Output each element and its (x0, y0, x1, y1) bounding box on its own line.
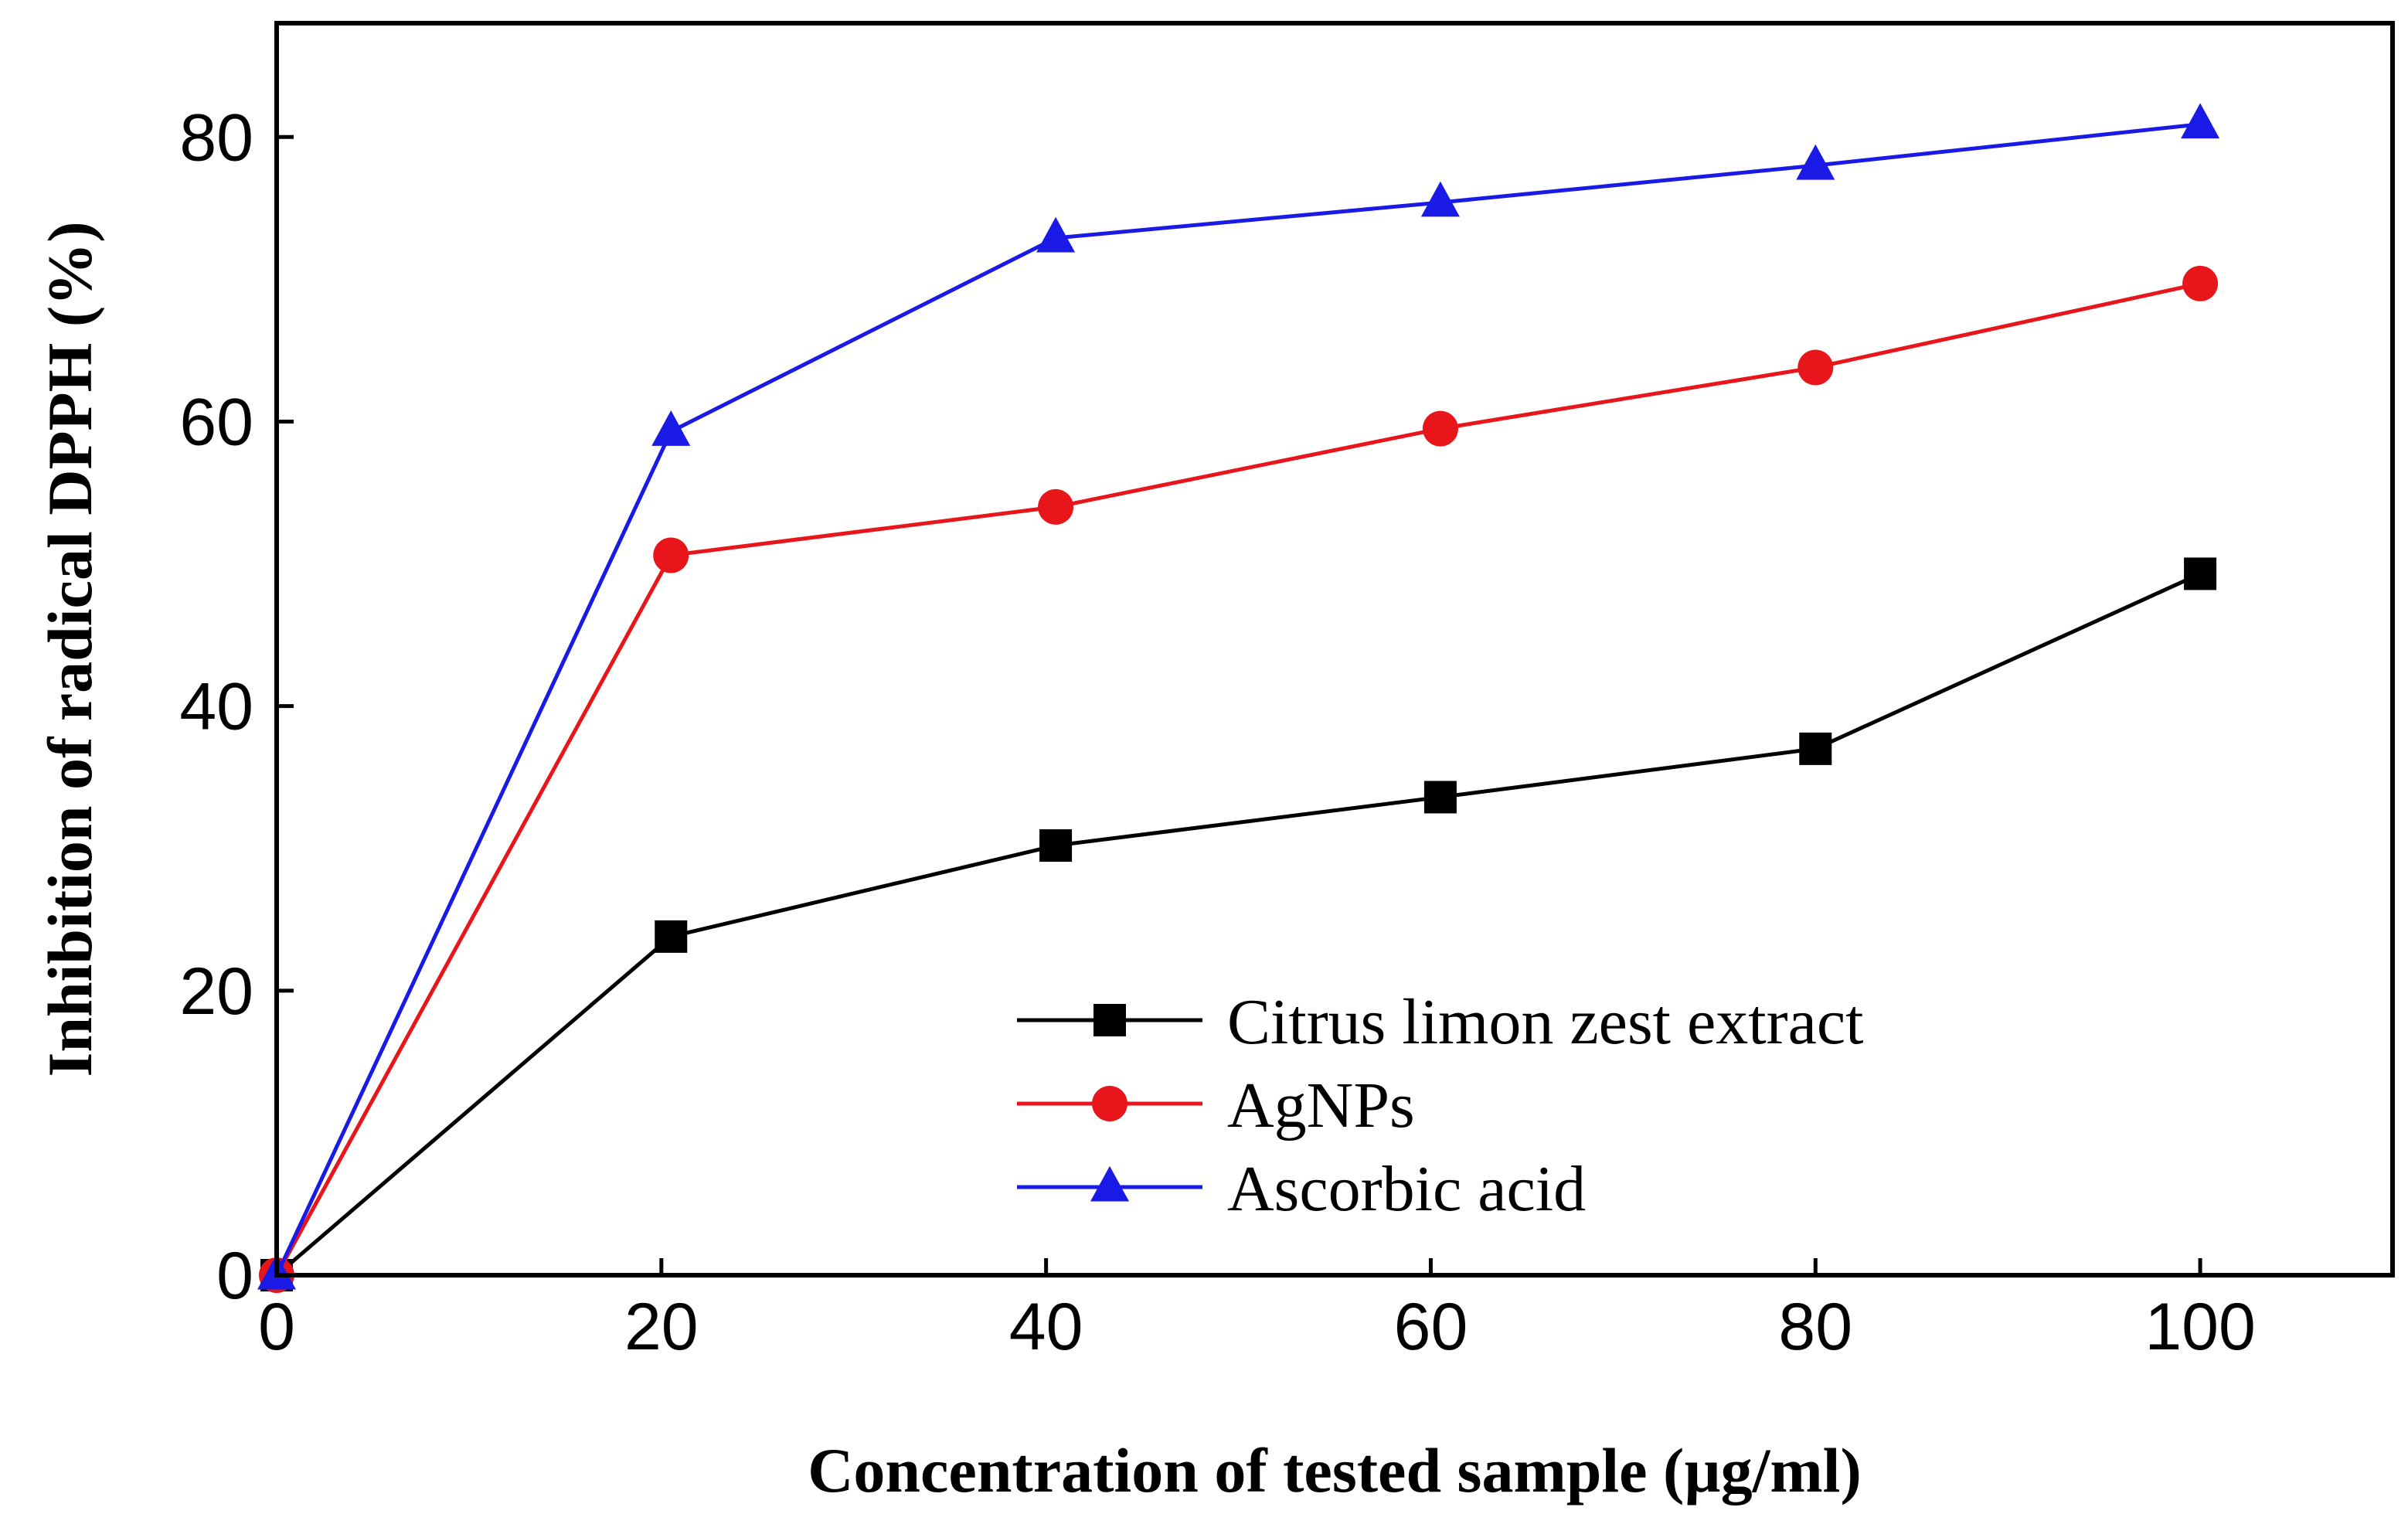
legend-item: Citrus limon zest extract (1017, 986, 1863, 1058)
data-point (1799, 732, 1832, 765)
y-axis-ticks: 0 20 40 60 80 (179, 100, 294, 1313)
data-point (1796, 144, 1835, 180)
data-point (1422, 410, 1458, 447)
y-tick-label: 0 (216, 1239, 253, 1313)
x-tick-label: 40 (1009, 1290, 1083, 1364)
data-point (1423, 781, 1457, 814)
x-tick-label: 0 (258, 1290, 295, 1364)
data-point (1420, 181, 1460, 217)
series-triangle (257, 103, 2220, 1290)
x-tick-label: 60 (1394, 1290, 1468, 1364)
x-tick-label: 20 (624, 1290, 699, 1364)
legend-marker (1090, 1165, 1129, 1202)
data-point (1036, 216, 1076, 253)
legend-label: AgNPs (1227, 1070, 1415, 1141)
y-axis-title: Inhibition of radical DPPH (%) (35, 221, 105, 1077)
data-point (653, 537, 689, 573)
y-tick-label: 20 (179, 954, 253, 1029)
legend-marker (1092, 1086, 1127, 1121)
legend-label: Citrus limon zest extract (1227, 986, 1863, 1058)
data-point (655, 920, 688, 953)
data-point (1797, 349, 1834, 386)
x-axis-title: Concentration of tested sample (µg/ml) (808, 1435, 1862, 1505)
legend-marker (1093, 1004, 1126, 1036)
series-line (275, 572, 2202, 1277)
legend-item: Ascorbic acid (1017, 1153, 1586, 1225)
series-line (274, 122, 2201, 1277)
plot-frame (274, 21, 2395, 1278)
x-tick-label: 80 (1778, 1290, 1852, 1364)
series-square (260, 557, 2217, 1291)
x-tick-label: 100 (2144, 1290, 2256, 1364)
y-tick-label: 80 (179, 100, 253, 175)
x-axis-ticks: 0 20 40 60 80 100 (258, 1258, 2256, 1364)
data-point (2182, 265, 2219, 301)
data-point (1039, 829, 1073, 862)
data-point (2184, 557, 2217, 590)
data-point (1038, 488, 1074, 525)
y-tick-label: 60 (179, 385, 253, 459)
y-tick-label: 40 (179, 670, 253, 744)
data-point (2181, 103, 2220, 139)
series-line (274, 281, 2201, 1277)
legend: Citrus limon zest extract AgNPs Ascorbic a… (1017, 986, 1863, 1225)
legend-label: Ascorbic acid (1227, 1153, 1586, 1225)
legend-item: AgNPs (1017, 1070, 1415, 1141)
data-point (651, 410, 691, 446)
series-layer (257, 103, 2220, 1293)
